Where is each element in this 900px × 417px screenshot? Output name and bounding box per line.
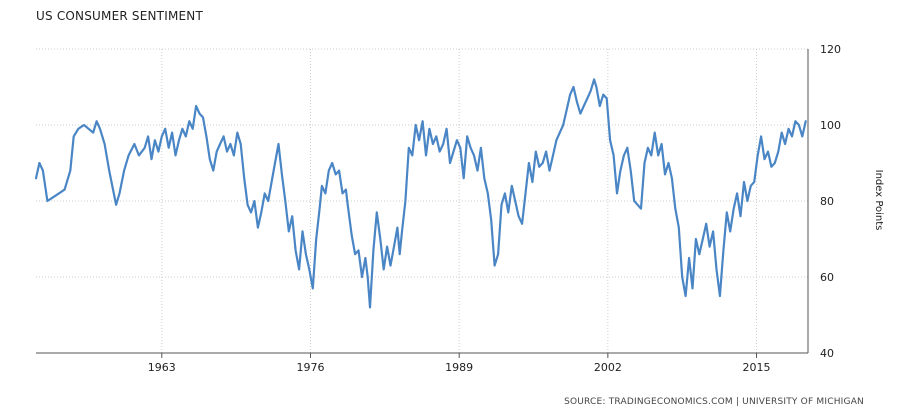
series-layer bbox=[34, 78, 807, 309]
x-tick-label: 2015 bbox=[743, 361, 771, 374]
y-axis-label: Index Points bbox=[873, 170, 884, 231]
y-tick-label: 60 bbox=[820, 271, 834, 284]
grid bbox=[36, 48, 808, 354]
y-tick-label: 40 bbox=[820, 347, 834, 360]
source-credit: SOURCE: TRADINGECONOMICS.COM | UNIVERSIT… bbox=[564, 397, 864, 407]
axes bbox=[36, 49, 809, 358]
series-line bbox=[34, 78, 807, 309]
x-tick-label: 1976 bbox=[296, 361, 324, 374]
y-tick-label: 100 bbox=[820, 119, 841, 132]
x-tick-label: 1989 bbox=[445, 361, 473, 374]
y-tick-label: 80 bbox=[820, 195, 834, 208]
x-tick-label: 1963 bbox=[148, 361, 176, 374]
chart-title: US CONSUMER SENTIMENT bbox=[36, 9, 203, 23]
tick-labels: 40 60 80 100 120 1963 1976 1989 2002 2015 bbox=[148, 43, 841, 374]
y-tick-label: 120 bbox=[820, 43, 841, 56]
x-tick-label: 2002 bbox=[594, 361, 622, 374]
